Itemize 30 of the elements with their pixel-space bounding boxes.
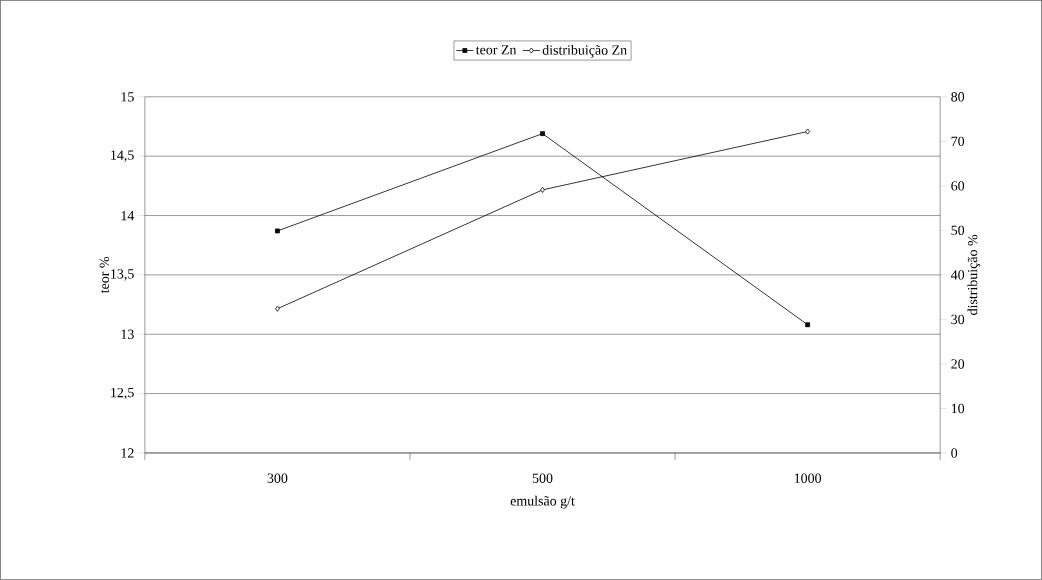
x-tick-label: 1000: [794, 473, 822, 484]
y-tick-label: 14,5: [111, 150, 134, 162]
y2-tick-label: 20: [951, 359, 965, 369]
point: [805, 322, 811, 328]
point: [540, 186, 545, 193]
y2-tick-label: 10: [951, 403, 965, 414]
point: [805, 128, 810, 135]
y2-tick-label: 40: [950, 270, 965, 280]
legend-label: distribuição Zn: [542, 45, 627, 58]
y2-tick-label: 30: [951, 314, 965, 325]
point: [275, 228, 280, 234]
point: [540, 131, 545, 137]
x-axis-title: emulsão g/t: [510, 495, 575, 509]
y2-tick-label: 80: [951, 92, 965, 102]
y-tick-label: 13,5: [111, 269, 134, 281]
y-tick-label: 15: [121, 92, 134, 102]
y-axis-title: teor %: [99, 257, 110, 294]
y2-axis-title: distribuição %: [967, 234, 981, 315]
y-tick-label: 14: [121, 211, 135, 221]
y-tick-label: 13: [121, 329, 134, 340]
legend-label: teor Zn: [475, 45, 517, 55]
y2-tick-label: 70: [951, 136, 965, 147]
y2-tick-label: 50: [951, 225, 965, 236]
y2-tick-label: 0: [951, 448, 958, 458]
x-tick-label: 500: [532, 473, 553, 484]
y2-tick-label: 60: [951, 181, 965, 191]
x-tick-label: 300: [267, 473, 288, 484]
y-tick-label: 12: [121, 448, 134, 458]
y-tick-label: 12,5: [111, 388, 134, 400]
point: [275, 305, 280, 312]
